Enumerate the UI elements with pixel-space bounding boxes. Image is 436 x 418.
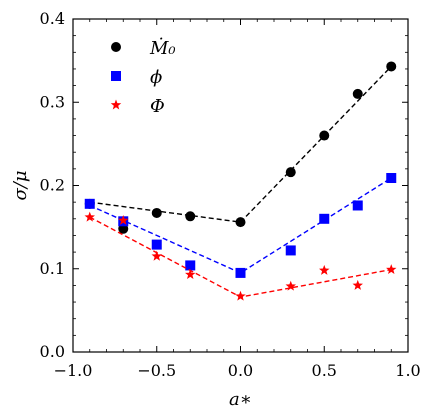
y-tick-label: 0.3 (40, 92, 65, 111)
legend-label-Phi: Φ (150, 96, 165, 117)
data-point (285, 245, 296, 256)
legend-marker-star (110, 99, 122, 110)
data-point (352, 200, 363, 211)
data-point (235, 290, 246, 301)
data-point (185, 211, 196, 222)
x-axis: −1.0 −0.5 0.0 0.5 1.0 (54, 19, 421, 380)
data-point (185, 269, 196, 280)
series-fit-line (89, 177, 392, 274)
data-point (185, 260, 196, 271)
data-point (386, 61, 397, 72)
legend-square-icon (111, 71, 121, 81)
y-tick-label: 0.1 (40, 259, 65, 278)
legend-marker-circle (111, 42, 121, 52)
series-0 (84, 61, 397, 234)
data-point (319, 213, 330, 224)
series-fit-line (89, 216, 392, 298)
series-fit-line (89, 65, 392, 223)
data-point (151, 250, 162, 261)
x-tick-label: 0.5 (312, 361, 337, 380)
data-point (235, 267, 246, 278)
data-point (84, 198, 95, 209)
x-tick-label: 1.0 (395, 361, 420, 380)
data-point (352, 88, 363, 99)
x-axis-label: a∗ (229, 389, 252, 410)
legend-marker-square (111, 71, 121, 81)
legend-item-Phi: Φ (110, 96, 165, 117)
data-point (352, 279, 363, 290)
x-tick-label: −0.5 (137, 361, 176, 380)
data-point (285, 280, 296, 291)
data-point (386, 264, 397, 275)
legend-star-icon (110, 99, 122, 110)
y-tick-label: 0.0 (40, 342, 65, 361)
x-tick-label: −1.0 (54, 361, 93, 380)
data-point (151, 239, 162, 250)
axes-frame (72, 18, 409, 353)
data-point (386, 173, 397, 184)
legend-item-mdot0: Ṁ₀ (111, 36, 176, 59)
y-tick-label: 0.2 (40, 176, 65, 195)
legend-label-mdot0: Ṁ₀ (149, 36, 176, 59)
series-2 (84, 211, 397, 301)
data-point (319, 130, 330, 141)
data-point (235, 217, 246, 228)
plot-area (84, 61, 397, 301)
y-axis-label: σ/μ (10, 170, 31, 200)
legend: Ṁ₀ ϕ Φ (110, 36, 176, 117)
legend-circle-icon (111, 42, 121, 52)
data-point (319, 264, 330, 275)
x-tick-label: 0.0 (228, 361, 253, 380)
legend-item-phi: ϕ (111, 67, 162, 88)
legend-label-phi: ϕ (150, 67, 162, 88)
data-point (151, 207, 162, 218)
y-tick-label: 0.4 (40, 9, 65, 28)
data-point (118, 214, 129, 225)
data-point (84, 211, 95, 222)
y-axis: 0.0 0.1 0.2 0.3 0.4 (40, 9, 408, 361)
data-point (285, 167, 296, 178)
